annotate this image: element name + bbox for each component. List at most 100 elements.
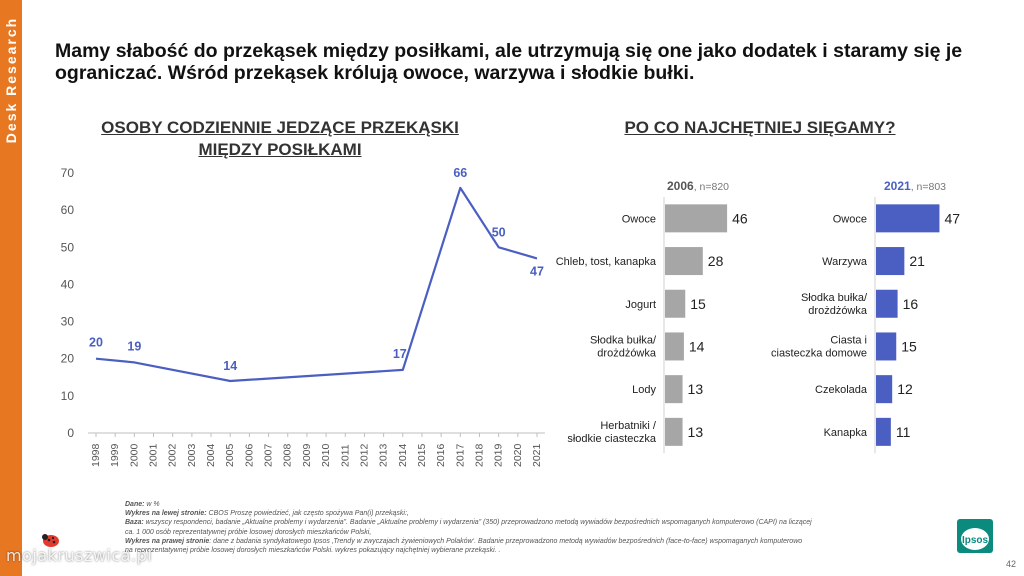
bar-value-label: 47 (944, 210, 960, 226)
y-tick-label: 50 (61, 240, 75, 254)
x-tick-label: 2010 (320, 443, 332, 467)
x-tick-label: 2000 (128, 443, 140, 467)
bar (665, 204, 728, 233)
data-label: 19 (127, 339, 141, 353)
x-tick-label: 2011 (339, 444, 351, 467)
panel-header: 2021, n=803 (884, 179, 946, 193)
x-tick-label: 2001 (148, 443, 160, 467)
bar-value-label: 46 (732, 210, 748, 226)
y-tick-label: 70 (61, 166, 75, 180)
slide-headline: Mamy słabość do przekąsek między posiłka… (55, 40, 963, 84)
data-label: 20 (89, 336, 103, 350)
bar (876, 204, 940, 233)
bar-value-label: 13 (688, 424, 704, 440)
y-tick-label: 10 (61, 389, 75, 403)
bar-chart-panels: 2006, n=820 46 Owoce 28 Chleb, tost, kanapka… (556, 179, 960, 454)
bar-value-label: 13 (688, 381, 704, 397)
x-tick-label: 2018 (473, 443, 485, 467)
note-line-right-chart: Wykres na prawej stronie: dane z badania… (125, 537, 925, 546)
panel-year: 2021 (884, 179, 911, 193)
note-line-method: na reprezentatywnej próbie losowej doros… (125, 547, 501, 555)
data-label: 47 (530, 264, 544, 278)
x-tick-label: 2008 (282, 443, 294, 467)
category-label: Lody (632, 384, 656, 396)
bar (876, 332, 897, 361)
data-label: 17 (393, 347, 407, 361)
bar-value-label: 14 (689, 338, 705, 354)
x-tick-label: 2017 (454, 443, 466, 467)
x-tick-label: 2016 (435, 443, 447, 467)
bar (665, 332, 684, 361)
x-tick-label: 2012 (358, 443, 370, 467)
category-label: Owoce (622, 213, 656, 225)
x-tick-label: 2013 (378, 443, 390, 467)
category-label: Kanapka (824, 427, 868, 439)
desk-research-label: Desk Research (3, 16, 19, 144)
x-tick-label: 2002 (167, 443, 179, 467)
note-line-data: Dane: w % (125, 500, 925, 509)
x-tick-label: 2021 (531, 443, 543, 467)
bar (665, 417, 683, 446)
category-label: Jogurt (625, 299, 656, 311)
line-chart: 1998 1999 2000 2001 2002 2003 2004 2005 2006 2007… (61, 166, 545, 467)
category-label: Herbatniki / słodkie ciasteczka (567, 420, 657, 445)
note-text: w % (144, 501, 160, 508)
note-text: wszyscy respondenci, badanie „Aktualne p… (143, 519, 812, 527)
line-chart-title: OSOBY CODZIENNIE JEDZĄCE PRZEKĄSKI MIĘDZ… (101, 118, 459, 159)
y-tick-label: 60 (61, 203, 75, 217)
category-label: Owoce (833, 213, 867, 225)
category-label: Chleb, tost, kanapka (556, 256, 657, 268)
x-tick-label: 1999 (109, 443, 121, 467)
x-tick-label: 2015 (416, 443, 428, 467)
note-line-sample: ca. 1 000 osób reprezentatywnej próbie l… (125, 528, 372, 536)
page-number: 42 (1006, 559, 1017, 569)
y-tick-label: 40 (61, 277, 75, 291)
bar-value-label: 15 (901, 338, 917, 354)
x-tick-label: 1998 (90, 443, 102, 467)
data-label: 50 (492, 225, 506, 239)
note-label: Wykres na prawej stronie (125, 537, 210, 545)
note-label: Wykres na lewej stronie: (125, 510, 207, 518)
category-label: Czekolada (815, 384, 868, 396)
note-text: CBOS Proszę powiedzieć, jak często spoży… (206, 510, 409, 518)
bar (665, 247, 703, 276)
note-line-base: Baza: wszyscy respondenci, badanie „Aktu… (125, 518, 925, 527)
x-tick-label: 2014 (397, 443, 409, 467)
category-label: Warzywa (822, 256, 868, 268)
note-line-left-chart: Wykres na lewej stronie: CBOS Proszę pow… (125, 509, 925, 518)
bar (665, 375, 683, 404)
x-tick-label: 2003 (186, 443, 198, 467)
data-label: 66 (453, 166, 467, 180)
ipsos-logo: Ipsos (957, 519, 993, 553)
bar (876, 417, 891, 446)
series-line (95, 186, 538, 383)
ladybug-icon (42, 534, 59, 547)
ipsos-logo-text: Ipsos (962, 535, 989, 546)
bar-value-label: 28 (708, 253, 724, 269)
category-label: Słodka bułka/drożdżówka (801, 292, 868, 317)
x-tick-label: 2007 (263, 443, 275, 467)
panel-year: 2006 (667, 179, 694, 193)
panel-header: 2006, n=820 (667, 179, 729, 193)
x-tick-label: 2009 (301, 443, 313, 467)
bar-chart-title: PO CO NAJCHĘTNIEJ SIĘGAMY? (624, 118, 896, 137)
bar-value-label: 11 (896, 424, 911, 440)
note-label: Dane: (125, 501, 145, 508)
x-tick-label: 2020 (512, 443, 524, 467)
footnotes: Dane: w % Wykres na lewej stronie: CBOS … (125, 500, 925, 555)
watermark: mojakruszwica.pl (6, 546, 153, 565)
x-tick-label: 2019 (493, 443, 505, 467)
category-label: Słodka bułka/drożdżówka (590, 334, 657, 359)
y-tick-label: 30 (61, 315, 75, 329)
bar-value-label: 12 (897, 381, 913, 397)
bar-value-label: 15 (690, 296, 706, 312)
bar-value-label: 16 (903, 296, 919, 312)
note-label: Baza: (125, 519, 144, 527)
panel-sample-size: , n=820 (694, 181, 729, 193)
x-tick-label: 2005 (224, 443, 236, 467)
x-tick-label: 2006 (243, 443, 255, 467)
category-label: Ciasta i ciasteczka domowe (771, 334, 867, 359)
y-tick-label: 20 (61, 352, 75, 366)
panel-sample-size: , n=803 (911, 181, 946, 193)
desk-research-strip: Desk Research (0, 0, 22, 576)
